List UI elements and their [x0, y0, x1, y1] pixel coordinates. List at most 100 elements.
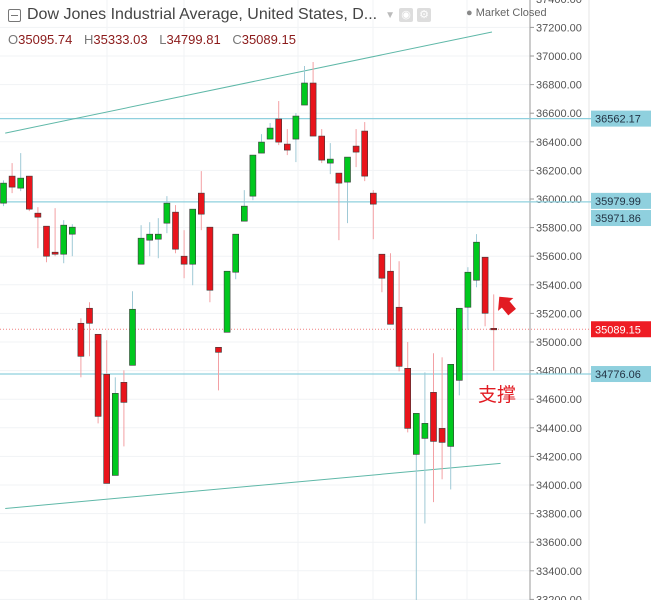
- candle-body: [8, 175, 16, 188]
- candle: [17, 153, 25, 192]
- candle: [60, 220, 68, 264]
- candle: [301, 66, 308, 106]
- candle: [318, 129, 326, 164]
- y-tick-label: 35200.00: [536, 308, 582, 320]
- y-tick-label: 33800.00: [536, 509, 582, 521]
- candle-body: [412, 413, 420, 455]
- y-tick-label: 35000.00: [536, 337, 582, 349]
- dropdown-caret-icon[interactable]: ▼: [385, 9, 396, 21]
- y-tick-label: 35400.00: [536, 280, 582, 292]
- candle-body: [455, 307, 463, 381]
- y-tick-label: 33600.00: [536, 537, 582, 549]
- candle: [103, 340, 110, 484]
- candle-body: [378, 253, 386, 279]
- candle-body: [369, 192, 377, 205]
- candle-body: [163, 202, 171, 224]
- candle-body: [34, 212, 42, 218]
- candle-body: [232, 233, 239, 273]
- price-axis: [530, 0, 651, 600]
- candle: [309, 62, 317, 137]
- y-tick-label: 36000.00: [536, 194, 582, 206]
- candle-body: [0, 182, 7, 204]
- candle: [94, 333, 102, 424]
- candle-body: [189, 208, 196, 265]
- level-price-label-bg: [591, 366, 651, 383]
- candle-body: [309, 82, 317, 137]
- candle: [275, 101, 283, 146]
- level-price-label-bg: [591, 210, 651, 227]
- candle-body: [86, 307, 93, 324]
- candle: [266, 123, 274, 140]
- candle-body: [155, 233, 162, 240]
- candle-body: [275, 118, 283, 143]
- candle-body: [25, 175, 33, 210]
- candle-body: [464, 271, 472, 308]
- candle: [206, 226, 214, 303]
- y-tick-label: 37200.00: [536, 22, 582, 34]
- y-tick-label: 36200.00: [536, 165, 582, 177]
- candle-body: [404, 368, 412, 429]
- y-tick-label: 34600.00: [536, 394, 582, 406]
- y-tick-label: 33400.00: [536, 566, 582, 578]
- y-tick-label: 34200.00: [536, 451, 582, 463]
- candle-body: [258, 141, 265, 154]
- open-value: 35095.74: [18, 32, 73, 47]
- symbol-title[interactable]: Dow Jones Industrial Average, United Sta…: [27, 6, 378, 23]
- y-tick-label: 34400.00: [536, 423, 582, 435]
- market-status: ● Market Closed: [466, 7, 547, 19]
- level-price-label: 34776.06: [595, 369, 641, 381]
- gear-icon[interactable]: ⚙: [417, 8, 432, 22]
- candle: [283, 129, 291, 156]
- close-label: C: [232, 32, 242, 47]
- candle: [189, 208, 196, 286]
- candle: [223, 270, 231, 333]
- candle: [258, 134, 265, 154]
- candle-body: [335, 172, 343, 184]
- collapse-icon[interactable]: [8, 8, 21, 22]
- candle-body: [198, 192, 205, 215]
- candle: [352, 129, 360, 168]
- candle: [163, 196, 171, 234]
- candle: [395, 261, 403, 372]
- candle: [112, 377, 119, 476]
- candle-body: [249, 154, 257, 197]
- candle: [292, 113, 300, 163]
- candle: [86, 302, 93, 357]
- candle: [335, 172, 343, 241]
- candle: [438, 357, 446, 480]
- candle-body: [215, 346, 222, 353]
- trendline: [5, 31, 493, 134]
- candle-body: [421, 423, 429, 439]
- chart-legend-header: Dow Jones Industrial Average, United Sta…: [8, 6, 432, 24]
- candle-body: [43, 225, 50, 257]
- low-value: 34799.81: [166, 32, 221, 47]
- candle: [0, 180, 7, 207]
- candle-body: [266, 127, 274, 140]
- candle: [430, 353, 437, 503]
- support-annotation: 支撑: [478, 384, 517, 406]
- candle: [404, 342, 412, 433]
- candle: [51, 208, 59, 257]
- candle-body: [387, 270, 394, 325]
- candle: [361, 122, 369, 182]
- level-price-label: 36562.17: [595, 114, 641, 126]
- candle-body: [395, 306, 403, 367]
- open-label: O: [8, 32, 19, 47]
- eye-icon[interactable]: ◉: [399, 8, 414, 22]
- y-tick-label: 36600.00: [536, 108, 582, 120]
- candle: [232, 233, 239, 280]
- candle: [412, 413, 420, 600]
- y-tick-label: 35600.00: [536, 251, 582, 263]
- candle: [455, 307, 463, 396]
- candle-body: [318, 135, 326, 161]
- candle-body: [301, 82, 308, 106]
- candle: [464, 267, 472, 330]
- candle-body: [120, 382, 128, 403]
- candle-body: [206, 226, 214, 291]
- candle-body: [69, 226, 76, 235]
- candle-body: [283, 143, 291, 151]
- candle-body: [481, 256, 489, 314]
- ohlc-values: O35095.74 H35333.03 L34799.81 C35089.15: [8, 32, 304, 47]
- up-arrow-shape: [498, 296, 516, 316]
